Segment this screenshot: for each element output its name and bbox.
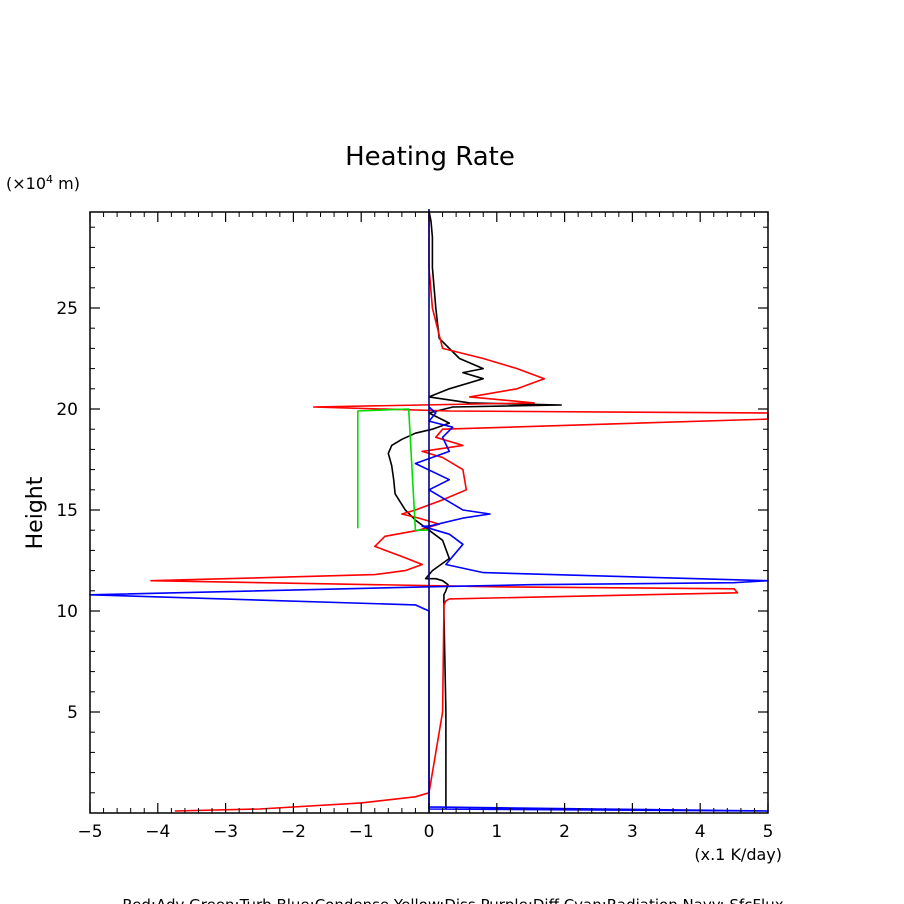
x-tick-label: 2 xyxy=(559,822,570,842)
y-units-base: (×10 xyxy=(6,174,46,193)
series-line-advection xyxy=(150,211,769,812)
ticks-layer: −5 −4 −3 −2 −1 0 1 2 3 4 5 5 10 15 20 25 xyxy=(56,212,773,842)
y-tick-label: 25 xyxy=(56,299,78,319)
x-tick-label: 4 xyxy=(695,822,706,842)
y-units-suffix: m) xyxy=(53,174,80,193)
x-tick-label: 3 xyxy=(627,822,638,842)
y-units-label: (×104 m) xyxy=(6,173,80,193)
series-line-total xyxy=(387,210,563,809)
x-tick-label: −1 xyxy=(349,822,374,842)
y-tick-label: 10 xyxy=(56,602,78,622)
series-line-turbulence xyxy=(356,408,429,532)
y-tick-label: 20 xyxy=(56,400,78,420)
y-tick-label: 5 xyxy=(67,703,78,723)
legend-text: Red:Adv Green:Turb Blue:Condense Yellow:… xyxy=(122,896,783,904)
x-tick-label: −4 xyxy=(145,822,170,842)
series-layer xyxy=(89,209,769,813)
x-tick-label: −3 xyxy=(213,822,238,842)
x-tick-label: 0 xyxy=(424,822,435,842)
y-axis-label: Height xyxy=(23,476,48,549)
plot-frame xyxy=(89,211,769,814)
x-tick-label: −2 xyxy=(281,822,306,842)
x-tick-label: 1 xyxy=(491,822,502,842)
x-tick-label: −5 xyxy=(77,822,102,842)
chart-title: Heating Rate xyxy=(345,142,515,172)
y-tick-label: 15 xyxy=(56,501,78,521)
series-line-condensation xyxy=(89,406,769,812)
x-units-label: (x.1 K/day) xyxy=(694,845,782,864)
x-tick-label: 5 xyxy=(763,822,774,842)
y-units-exponent: 4 xyxy=(46,173,53,186)
